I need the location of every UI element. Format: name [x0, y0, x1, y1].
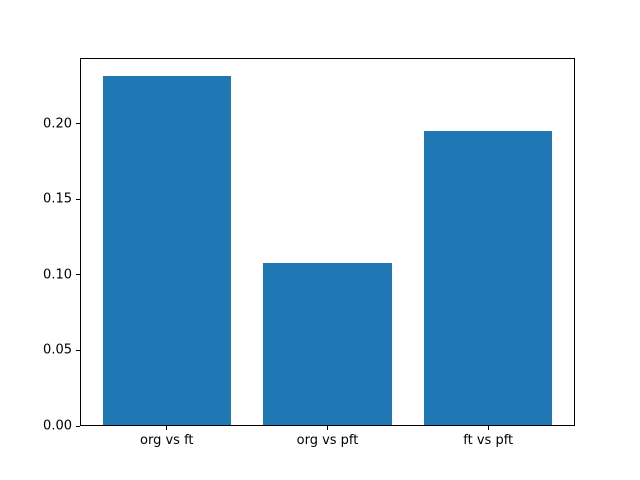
x-tick-label: org vs ft [140, 433, 194, 448]
y-tick-label: 0.15 [43, 191, 72, 207]
y-tick-label: 0.05 [43, 342, 72, 358]
x-tick-mark [166, 426, 168, 430]
y-tick-mark [76, 198, 80, 200]
x-tick-mark [327, 426, 328, 430]
y-tick-mark [76, 349, 80, 351]
x-tick-label: ft vs pft [463, 433, 514, 448]
bar-org-vs-ft [103, 76, 232, 425]
bar-org-vs-pft [263, 262, 392, 425]
y-tick-label: 0.00 [43, 418, 72, 434]
y-tick-mark [76, 123, 80, 125]
bar-ft-vs-pft [423, 130, 552, 425]
y-tick-mark [76, 425, 80, 427]
plot-area [80, 58, 575, 426]
y-tick-label: 0.10 [43, 267, 72, 283]
y-tick-mark [76, 274, 80, 276]
x-tick-label: org vs pft [296, 433, 359, 448]
y-tick-label: 0.20 [43, 116, 72, 132]
x-tick-mark [487, 426, 489, 430]
